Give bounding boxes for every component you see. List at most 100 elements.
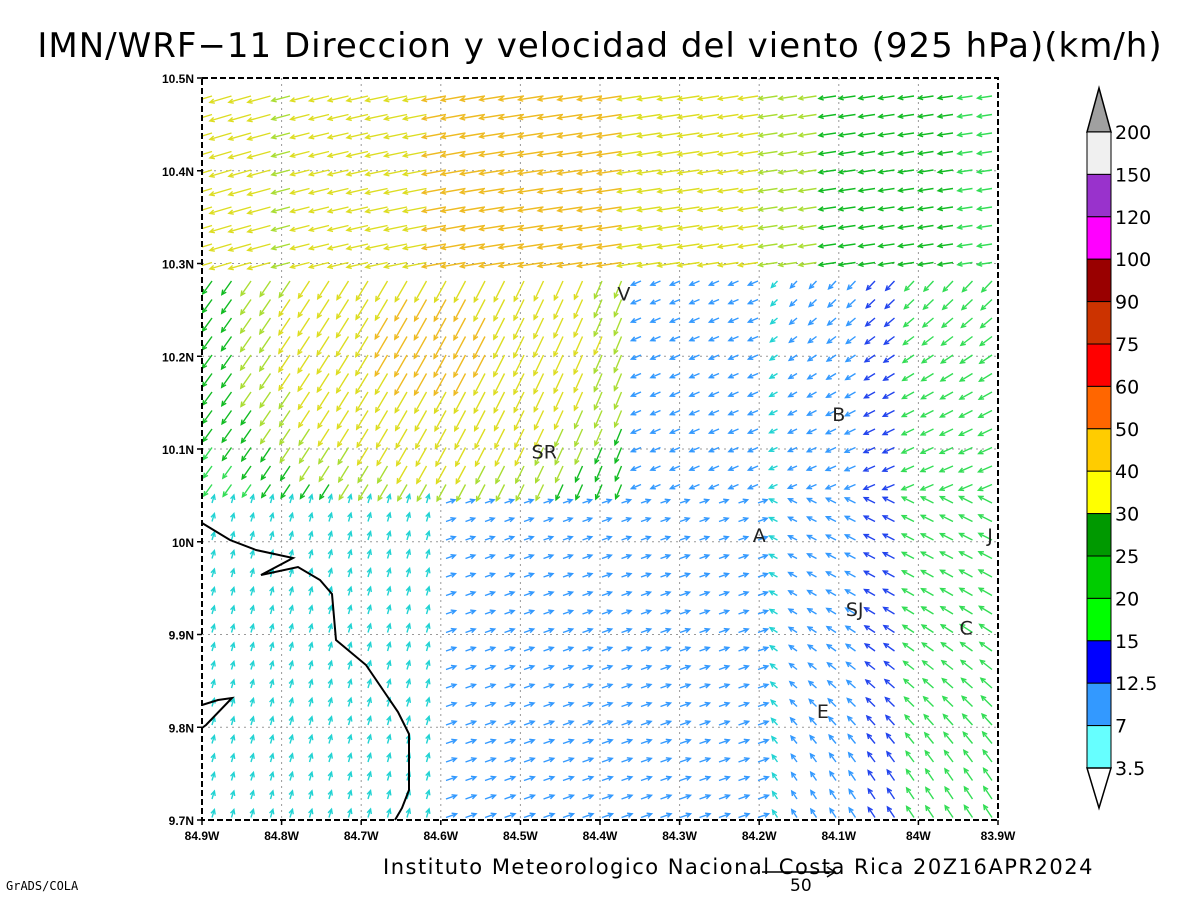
- wind-vector: [478, 113, 505, 121]
- wind-vector: [629, 335, 642, 342]
- colorbar-label: 50: [1115, 419, 1139, 441]
- wind-vector: [382, 169, 408, 177]
- wind-vector: [676, 113, 700, 120]
- wind-vector: [393, 336, 408, 360]
- wind-vector: [843, 552, 856, 560]
- wind-vector: [405, 640, 412, 652]
- wind-vector: [621, 572, 633, 578]
- wind-vector: [554, 428, 564, 449]
- wind-vector: [656, 169, 681, 176]
- wind-vector: [227, 150, 252, 160]
- wind-vector: [336, 280, 350, 301]
- wind-vector: [425, 511, 431, 522]
- wind-vector: [478, 261, 505, 269]
- wind-vector: [562, 517, 574, 523]
- wind-vector: [960, 677, 973, 689]
- wind-vector: [768, 409, 778, 416]
- wind-vector: [445, 775, 458, 782]
- wind-vector: [707, 298, 720, 305]
- colorbar-label: 200: [1115, 122, 1151, 144]
- wind-vector: [824, 497, 837, 504]
- wind-vector: [595, 113, 622, 121]
- wind-vector: [883, 678, 895, 689]
- wind-vector: [824, 552, 837, 560]
- wind-vector: [594, 484, 603, 501]
- wind-vector: [308, 733, 314, 744]
- wind-vector: [288, 530, 294, 541]
- wind-vector: [746, 372, 759, 379]
- wind-vector: [920, 606, 934, 615]
- wind-vector: [957, 428, 973, 436]
- wind-vector: [327, 567, 333, 578]
- wind-vector: [941, 298, 954, 311]
- wind-vector: [919, 446, 934, 455]
- wind-vector: [757, 572, 769, 578]
- wind-vector: [562, 553, 574, 560]
- wind-vector: [208, 187, 232, 197]
- wind-vector: [817, 169, 837, 175]
- wind-vector: [562, 738, 575, 745]
- wind-vector: [787, 516, 798, 523]
- wind-vector: [656, 206, 681, 213]
- wind-vector: [493, 373, 506, 396]
- wind-vector: [327, 548, 333, 559]
- wind-vector: [523, 535, 535, 541]
- wind-vector: [516, 95, 544, 102]
- wind-vector: [900, 533, 915, 541]
- wind-vector: [249, 752, 255, 763]
- wind-vector: [594, 447, 603, 465]
- wind-vector: [845, 335, 856, 345]
- place-label-c: C: [960, 618, 973, 640]
- wind-vector: [900, 496, 915, 504]
- wind-vector: [269, 696, 275, 707]
- wind-vector: [939, 551, 954, 560]
- wind-vector: [777, 113, 798, 120]
- wind-vector: [960, 317, 973, 329]
- wind-vector: [495, 484, 506, 503]
- wind-vector: [347, 807, 353, 818]
- wind-vector: [210, 604, 216, 615]
- wind-vector: [562, 609, 575, 615]
- wind-vector: [269, 770, 275, 781]
- wind-vector: [374, 373, 389, 396]
- wind-vector: [769, 317, 778, 325]
- wind-vector: [523, 590, 536, 597]
- wind-vector: [847, 751, 857, 763]
- wind-vector: [601, 794, 615, 800]
- wind-vector: [862, 428, 876, 435]
- wind-vector: [975, 131, 993, 138]
- wind-vector: [768, 428, 778, 434]
- wind-vector: [288, 678, 294, 689]
- wind-vector: [797, 206, 817, 212]
- wind-vector: [920, 354, 934, 364]
- wind-vector: [896, 224, 915, 230]
- wind-vector: [297, 410, 311, 429]
- wind-vector: [433, 354, 447, 379]
- wind-vector: [327, 641, 333, 652]
- wind-vector: [699, 775, 712, 782]
- wind-vector: [345, 224, 369, 233]
- wind-vector: [208, 261, 232, 271]
- wind-vector: [640, 553, 652, 560]
- wind-vector: [896, 168, 915, 175]
- wind-vector: [979, 317, 993, 329]
- wind-vector: [757, 498, 769, 504]
- wind-vector: [484, 738, 497, 745]
- wind-vector: [413, 317, 428, 341]
- wind-vector: [824, 465, 837, 472]
- wind-vector: [246, 187, 271, 197]
- wind-vector: [220, 280, 233, 296]
- wind-vector: [843, 465, 856, 472]
- wind-vector: [980, 695, 993, 707]
- wind-vector: [902, 317, 915, 328]
- wind-vector: [513, 336, 525, 359]
- wind-vector: [260, 484, 272, 499]
- wind-vector: [901, 624, 915, 634]
- wind-vector: [757, 224, 778, 231]
- wind-vector: [777, 224, 798, 231]
- wind-vector: [347, 530, 353, 541]
- wind-vector: [553, 280, 564, 302]
- wind-vector: [916, 150, 934, 156]
- wind-vector: [453, 336, 467, 360]
- wind-vector: [210, 771, 216, 781]
